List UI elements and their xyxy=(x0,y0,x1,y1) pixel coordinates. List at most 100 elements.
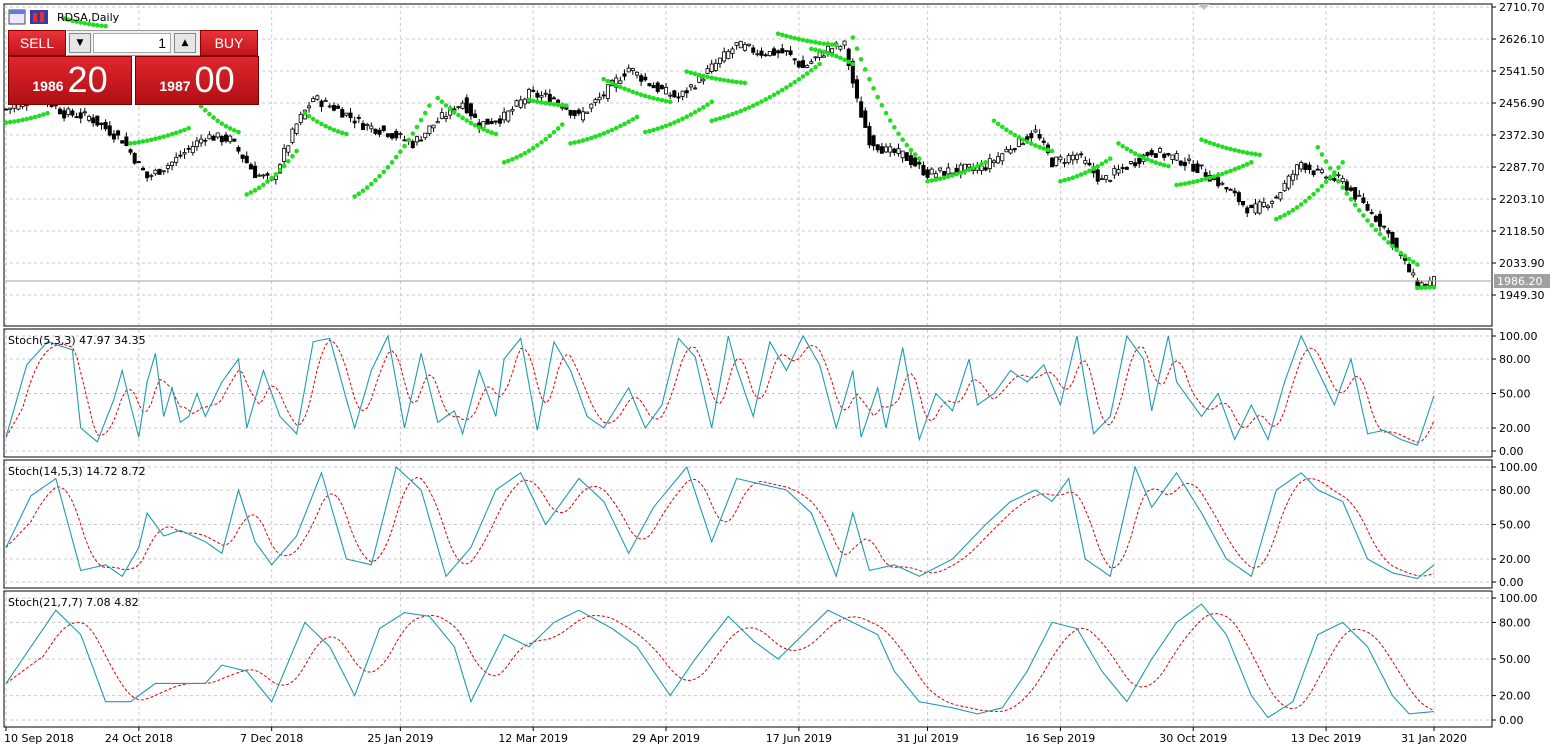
candle-body xyxy=(854,79,859,99)
sar-dot xyxy=(402,143,407,149)
sar-dot xyxy=(804,38,810,44)
candle-body xyxy=(431,124,436,129)
sar-dot xyxy=(775,31,781,37)
candle-body xyxy=(149,175,154,177)
sar-dot xyxy=(618,123,623,129)
candle-body xyxy=(904,152,909,162)
candle-body xyxy=(917,161,922,165)
buy-price-button[interactable]: 1987 00 xyxy=(135,56,259,105)
candle-body xyxy=(153,169,158,175)
sar-dot xyxy=(1224,170,1229,175)
sar-dot xyxy=(821,41,827,46)
sar-dot xyxy=(892,125,897,130)
sar-dot xyxy=(36,113,42,119)
sar-dot xyxy=(858,56,864,62)
candle-body xyxy=(186,147,191,150)
candle-body xyxy=(240,154,245,159)
candle-body xyxy=(369,125,374,130)
sell-price-button[interactable]: 1986 20 xyxy=(8,56,132,105)
sar-dot xyxy=(726,78,731,84)
sar-dot xyxy=(1033,143,1038,148)
candle-body xyxy=(784,50,789,52)
sar-dot xyxy=(1298,202,1304,207)
candle-body xyxy=(1394,237,1399,249)
candle-body xyxy=(1303,163,1308,170)
candle-body xyxy=(967,163,972,168)
candle-body xyxy=(394,130,399,139)
candle-body xyxy=(1162,153,1167,158)
increase-lot-button[interactable]: ▲ xyxy=(174,33,196,53)
sar-dot xyxy=(833,53,839,59)
decrease-lot-button[interactable]: ▼ xyxy=(69,33,91,53)
sar-dot xyxy=(140,139,146,144)
sar-dot xyxy=(435,95,441,101)
candle-body xyxy=(1236,192,1241,203)
sar-dot xyxy=(1240,163,1246,169)
sar-dot xyxy=(1132,151,1138,156)
sar-dot xyxy=(1419,285,1424,291)
sar-dot xyxy=(605,78,611,84)
lot-input[interactable]: 1 xyxy=(93,33,171,53)
sar-dot xyxy=(825,50,831,56)
candle-body xyxy=(601,94,606,97)
y-tick-label: 0.00 xyxy=(1499,576,1524,589)
candle-body xyxy=(1245,207,1250,214)
sar-dot xyxy=(1244,161,1250,167)
x-tick-label: 16 Sep 2019 xyxy=(1026,732,1096,745)
candle-body xyxy=(414,136,419,143)
sar-dot xyxy=(1340,160,1345,165)
candle-body xyxy=(792,58,797,61)
sar-dot xyxy=(813,47,818,53)
sar-dot xyxy=(800,37,806,43)
sar-dot xyxy=(1095,164,1101,169)
x-tick-label: 31 Jul 2019 xyxy=(896,732,958,745)
candle-body xyxy=(859,101,864,118)
candle-body xyxy=(1261,201,1266,207)
candle-body xyxy=(1075,154,1080,160)
buy-button[interactable]: BUY xyxy=(200,30,258,56)
sar-dot xyxy=(186,126,191,131)
candle-body xyxy=(402,139,407,142)
sar-dot xyxy=(642,129,648,135)
sar-dot xyxy=(518,153,524,158)
candle-body xyxy=(439,112,444,119)
sar-dot xyxy=(701,104,706,110)
sar-dot xyxy=(838,55,843,61)
sar-dot xyxy=(1344,191,1350,196)
candle-body xyxy=(738,40,743,49)
candle-body xyxy=(194,140,199,148)
candle-body xyxy=(543,92,548,95)
candle-body xyxy=(688,84,693,88)
candle-body xyxy=(132,153,137,164)
candle-body xyxy=(116,130,121,136)
sar-dot xyxy=(1070,175,1076,181)
candle-body xyxy=(1220,182,1225,185)
candle-body xyxy=(327,105,332,108)
candle-body xyxy=(651,85,656,89)
sar-dot xyxy=(369,181,374,187)
sar-dot xyxy=(323,123,328,129)
sar-dot xyxy=(468,120,474,126)
sar-dot xyxy=(1136,153,1142,158)
candle-body xyxy=(1145,152,1150,156)
sar-dot xyxy=(1103,159,1109,164)
sell-button[interactable]: SELL xyxy=(8,30,66,56)
sar-dot xyxy=(472,122,478,128)
x-tick-label: 29 Apr 2019 xyxy=(632,732,700,745)
sar-dot xyxy=(1323,159,1329,164)
sar-dot xyxy=(319,121,324,127)
candle-body xyxy=(938,167,943,171)
sar-dot xyxy=(153,136,158,142)
sar-dot xyxy=(597,132,602,138)
candle-body xyxy=(298,114,303,123)
y-tick-label: 80.00 xyxy=(1499,616,1531,629)
sar-dot xyxy=(74,19,79,24)
x-tick-label: 12 Mar 2019 xyxy=(498,732,568,745)
sar-dot xyxy=(701,73,706,79)
sar-dot xyxy=(622,86,627,91)
candle-body xyxy=(87,115,92,121)
sar-dot xyxy=(132,140,137,146)
sar-dot xyxy=(364,185,370,190)
candle-body xyxy=(672,90,677,98)
sar-dot xyxy=(82,21,88,26)
